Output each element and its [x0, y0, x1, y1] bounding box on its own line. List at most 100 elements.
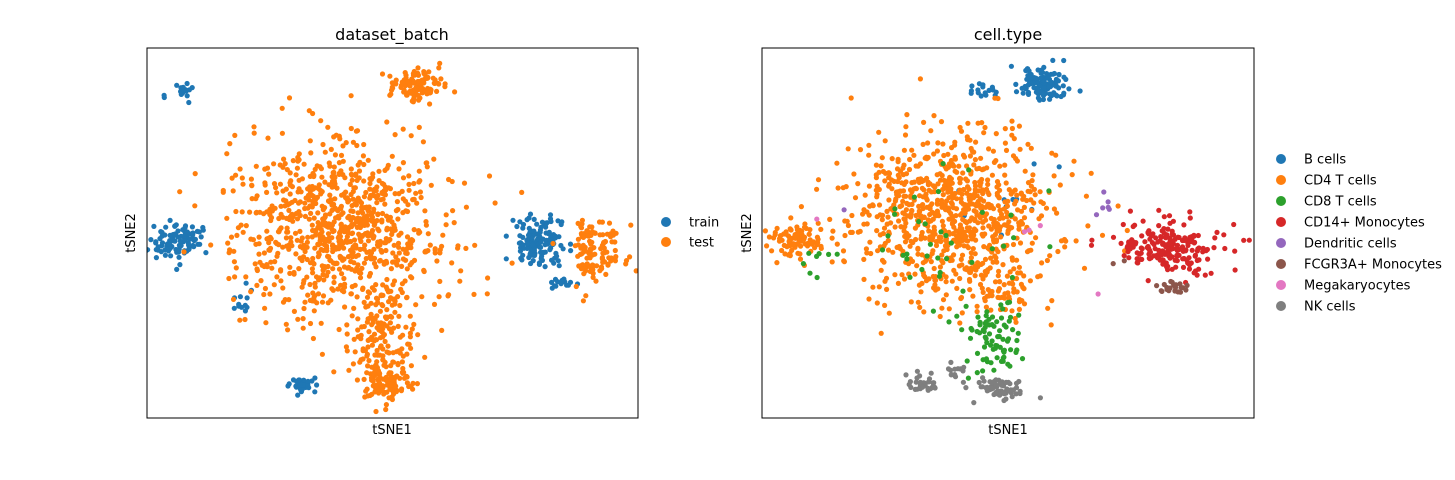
data-point [984, 309, 990, 315]
data-point [319, 229, 325, 235]
data-point [360, 285, 366, 291]
data-point [1221, 232, 1227, 238]
data-point [1196, 257, 1202, 263]
data-point [1013, 89, 1020, 95]
data-point [935, 188, 942, 195]
data-point [1246, 237, 1252, 243]
plot-frame [146, 47, 639, 419]
data-point [900, 198, 906, 204]
data-point [1127, 208, 1133, 214]
data-point [956, 189, 962, 195]
data-point [906, 166, 913, 173]
data-point [969, 83, 975, 89]
data-point [1211, 245, 1217, 251]
data-point [1016, 306, 1023, 312]
data-point [915, 251, 921, 257]
data-point [982, 298, 988, 304]
data-point [938, 229, 944, 235]
data-point [409, 275, 415, 281]
data-point [387, 73, 393, 79]
data-point [1121, 253, 1127, 259]
legend-label: Dendritic cells [1304, 237, 1397, 252]
data-point [990, 87, 996, 93]
data-point [394, 199, 400, 205]
data-point [346, 367, 352, 373]
data-point [292, 230, 299, 236]
data-point [899, 272, 905, 278]
data-point [979, 285, 985, 291]
data-point [931, 265, 937, 272]
data-point [361, 260, 367, 266]
data-point [1024, 197, 1030, 204]
data-point [579, 234, 585, 240]
data-point [1005, 228, 1011, 234]
data-point [416, 124, 422, 130]
data-point [257, 259, 263, 265]
data-point [349, 313, 355, 319]
data-point [365, 344, 371, 350]
data-point [940, 223, 946, 229]
data-point [863, 246, 870, 252]
data-point [912, 386, 918, 392]
data-point [911, 194, 918, 200]
data-point [959, 226, 965, 232]
data-point [526, 225, 532, 231]
data-point [578, 266, 585, 272]
data-point [579, 251, 585, 257]
data-point [1060, 83, 1066, 89]
data-point [395, 294, 401, 300]
data-point [1147, 256, 1153, 262]
data-point [373, 408, 379, 415]
data-point [379, 180, 385, 187]
data-point [268, 259, 274, 265]
data-point [903, 372, 909, 378]
data-point [886, 170, 892, 176]
data-point [985, 201, 991, 207]
data-point [273, 185, 279, 191]
data-point [373, 295, 380, 301]
legend-label: test [689, 236, 714, 251]
y-axis-label: tSNE2 [124, 213, 139, 253]
data-point [972, 263, 978, 269]
data-point [538, 239, 544, 245]
data-point [1174, 252, 1180, 258]
data-point [256, 234, 262, 240]
data-point [931, 151, 937, 157]
data-point [943, 232, 949, 239]
data-point [1041, 85, 1047, 91]
data-point [1054, 93, 1060, 99]
data-point [1183, 247, 1189, 253]
data-point [208, 242, 214, 248]
data-point [900, 210, 906, 216]
data-point [309, 222, 315, 228]
data-point [357, 216, 363, 222]
data-point [995, 203, 1001, 209]
data-point [1140, 218, 1146, 224]
data-point [361, 178, 367, 184]
data-point [336, 160, 342, 166]
data-point [1195, 232, 1201, 239]
data-point [585, 233, 592, 239]
data-point [920, 260, 926, 266]
data-point [606, 220, 613, 226]
data-point [1100, 205, 1106, 211]
data-point [1051, 70, 1057, 77]
data-point [525, 236, 531, 242]
data-point [349, 172, 355, 178]
data-point [370, 174, 376, 180]
data-point [1002, 291, 1008, 297]
data-point [407, 313, 413, 319]
data-point [401, 89, 407, 95]
data-point [966, 167, 972, 173]
data-point [251, 130, 257, 136]
data-point [1046, 84, 1052, 90]
data-point [772, 232, 778, 238]
data-point [1021, 301, 1028, 307]
data-point [999, 294, 1005, 300]
data-point [463, 204, 469, 210]
data-point [262, 180, 268, 186]
data-point [295, 158, 301, 164]
data-point [834, 241, 840, 247]
data-point [268, 236, 274, 242]
